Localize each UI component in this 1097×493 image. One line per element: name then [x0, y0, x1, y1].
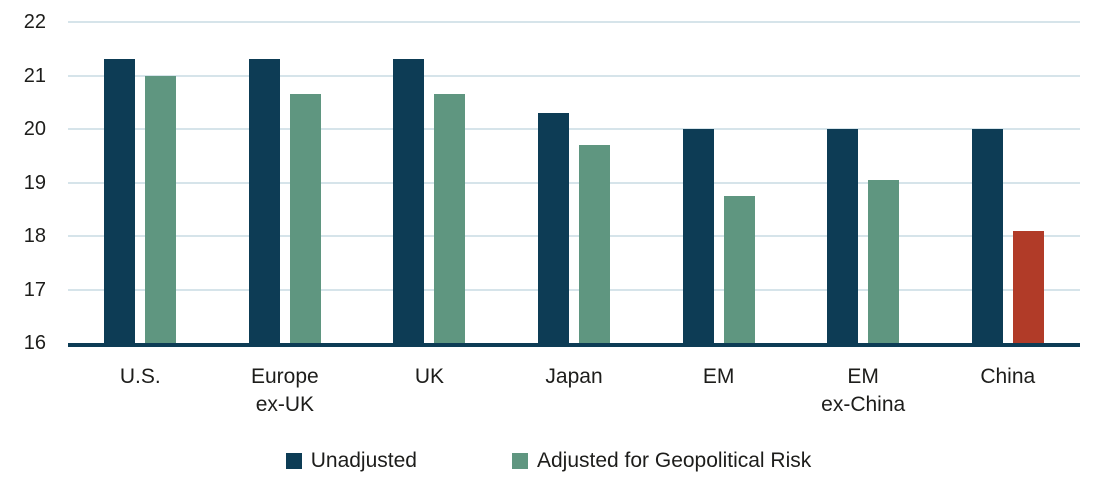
bar: [682, 129, 714, 343]
bar: [393, 59, 425, 343]
plot-area: [68, 21, 1080, 347]
bar-group: [213, 22, 358, 343]
bar: [145, 75, 177, 343]
legend-label: Adjusted for Geopolitical Risk: [536, 449, 812, 472]
bar: [723, 195, 755, 343]
y-tick-label: 22: [23, 11, 46, 33]
x-axis-label: EM: [646, 363, 791, 420]
x-axis-label: Japan: [502, 363, 647, 420]
x-axis-label-line: EM: [702, 365, 735, 388]
x-axis-label: UK: [357, 363, 502, 420]
gridline: [68, 288, 1080, 291]
bar: [104, 59, 136, 343]
bar: [579, 145, 611, 343]
bar-group: [502, 22, 647, 343]
bar: [827, 129, 859, 343]
bar: [1012, 230, 1044, 343]
gridline: [68, 181, 1080, 184]
bar-group: [935, 22, 1080, 343]
legend: Unadjusted Adjusted for Geopolitical Risk: [0, 449, 1097, 473]
x-axis-label-line: U.S.: [119, 365, 161, 388]
bar: [289, 94, 321, 343]
bar-group: [68, 22, 213, 343]
y-tick-label: 16: [23, 332, 46, 354]
y-tick-label: 19: [23, 171, 46, 194]
x-axis-label: China: [935, 363, 1080, 420]
y-tick-label: 17: [23, 278, 46, 301]
legend-swatch: [511, 453, 528, 469]
gridline: [68, 235, 1080, 237]
gridline: [68, 74, 1080, 77]
x-axis-label: U.S.: [68, 363, 213, 420]
x-axis-label-line: Europe: [251, 365, 319, 388]
x-axis-label: EM ex-China: [791, 363, 936, 420]
bar-group: [357, 22, 502, 343]
legend-label: Unadjusted: [310, 449, 417, 472]
x-axis-label-line: ex-UK: [255, 393, 315, 417]
bars-layer: [68, 22, 1080, 343]
x-axis-label-line: ex-China: [821, 393, 906, 417]
x-axis-label-line: Japan: [545, 365, 603, 388]
bar-group: [646, 22, 791, 343]
bar: [434, 94, 466, 343]
x-axis-label: Europe ex-UK: [213, 363, 358, 420]
legend-swatch: [285, 453, 302, 469]
x-axis-label-line: China: [980, 365, 1036, 388]
bar: [248, 59, 280, 343]
bar: [538, 112, 570, 343]
x-axis-label-line: UK: [414, 365, 445, 388]
gridlines: [68, 21, 1080, 343]
x-axis: U.S. Europe ex-UK UK Japan EM EM ex-China China: [68, 363, 1080, 420]
bar-group: [791, 22, 936, 343]
legend-item: Adjusted for Geopolitical Risk: [511, 449, 812, 473]
y-tick-label: 21: [23, 64, 46, 87]
x-axis-label-line: EM: [847, 365, 879, 388]
y-axis: 16 17 18 19 20 21 22: [0, 12, 58, 353]
bar: [971, 129, 1003, 343]
bar: [868, 179, 900, 343]
plot-wrap: U.S. Europe ex-UK UK Japan EM EM ex-China China: [68, 21, 1080, 420]
gridline: [68, 21, 1080, 23]
y-tick-label: 20: [23, 118, 46, 140]
legend-item: Unadjusted: [285, 449, 417, 473]
y-tick-label: 18: [23, 225, 46, 247]
gridline: [68, 128, 1080, 130]
